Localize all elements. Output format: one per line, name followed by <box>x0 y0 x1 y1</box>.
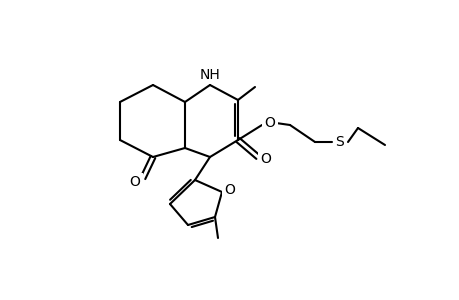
Text: S: S <box>335 135 344 149</box>
Text: O: O <box>264 116 275 130</box>
Text: NH: NH <box>199 68 220 82</box>
Text: O: O <box>260 152 271 166</box>
Text: O: O <box>224 183 235 197</box>
Text: O: O <box>129 175 140 189</box>
